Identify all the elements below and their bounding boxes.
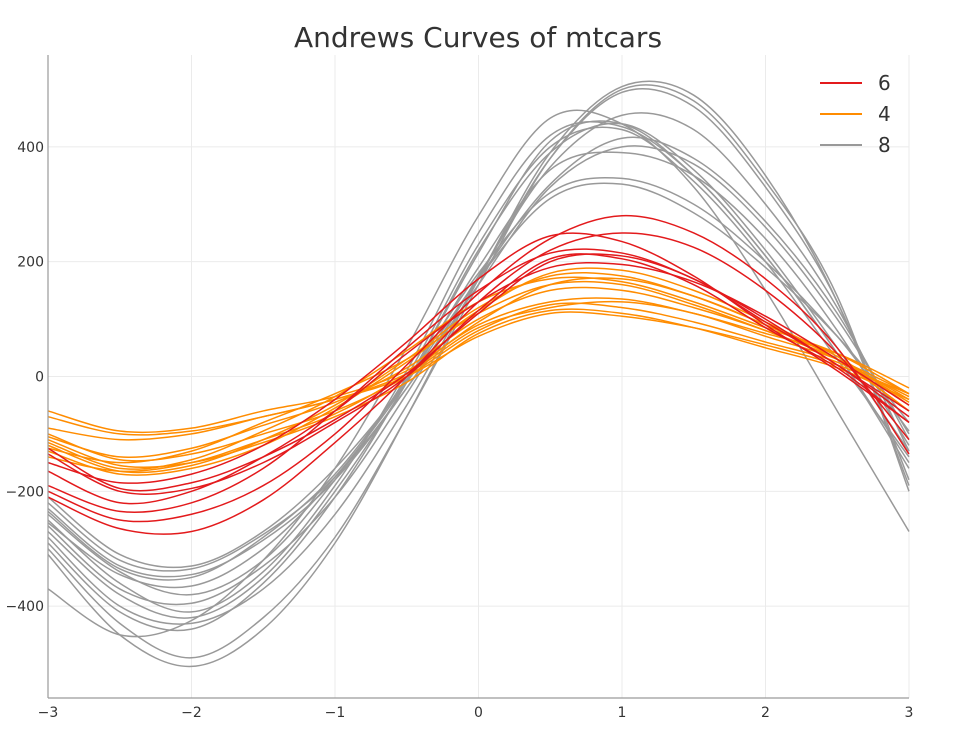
- legend-label-6: 6: [878, 71, 891, 95]
- series-curve-6-3: [47, 248, 910, 514]
- series-curve-6-2: [47, 232, 910, 484]
- series-curve-8-30: [47, 176, 910, 581]
- y-tick-label: −400: [6, 599, 44, 615]
- legend: 6 4 8: [820, 71, 891, 157]
- curve-layer: [47, 80, 910, 668]
- axes: −3 −2 −1 0 1 2 3 −400 −200 0 200 400: [6, 55, 914, 721]
- series-curve-6-0: [47, 253, 910, 492]
- x-tick-label: 0: [474, 705, 483, 721]
- series-curve-4-7: [47, 297, 910, 434]
- series-curve-4-9: [47, 311, 910, 441]
- grid-lines: [47, 55, 910, 698]
- y-tick-label: −200: [6, 484, 44, 500]
- x-tick-label: 3: [905, 705, 914, 721]
- chart-title: Andrews Curves of mtcars: [294, 21, 662, 54]
- series-curve-8-23: [47, 80, 910, 668]
- legend-label-8: 8: [878, 133, 891, 157]
- series-curve-4-10: [47, 302, 910, 462]
- series-curve-6-4: [47, 214, 910, 523]
- series-curve-8-31: [47, 151, 910, 589]
- y-tick-label: 400: [17, 140, 44, 156]
- series-curve-8-28: [47, 120, 910, 632]
- series-curve-4-8: [47, 300, 910, 436]
- series-curve-8-27: [47, 122, 910, 619]
- series-curve-6-6: [47, 261, 910, 505]
- series-curve-8-24: [47, 109, 910, 638]
- legend-label-4: 4: [878, 102, 891, 126]
- x-tick-label: 1: [618, 705, 627, 721]
- series-curve-6-1: [47, 253, 910, 495]
- x-tick-label: −3: [38, 705, 59, 721]
- series-curve-8-26: [47, 126, 910, 596]
- x-tick-label: −2: [181, 705, 202, 721]
- x-tick-label: −1: [325, 705, 346, 721]
- y-tick-label: 200: [17, 255, 44, 271]
- y-tick-label: 0: [35, 370, 44, 386]
- series-curve-4-16: [47, 286, 910, 459]
- x-tick-label: 2: [761, 705, 770, 721]
